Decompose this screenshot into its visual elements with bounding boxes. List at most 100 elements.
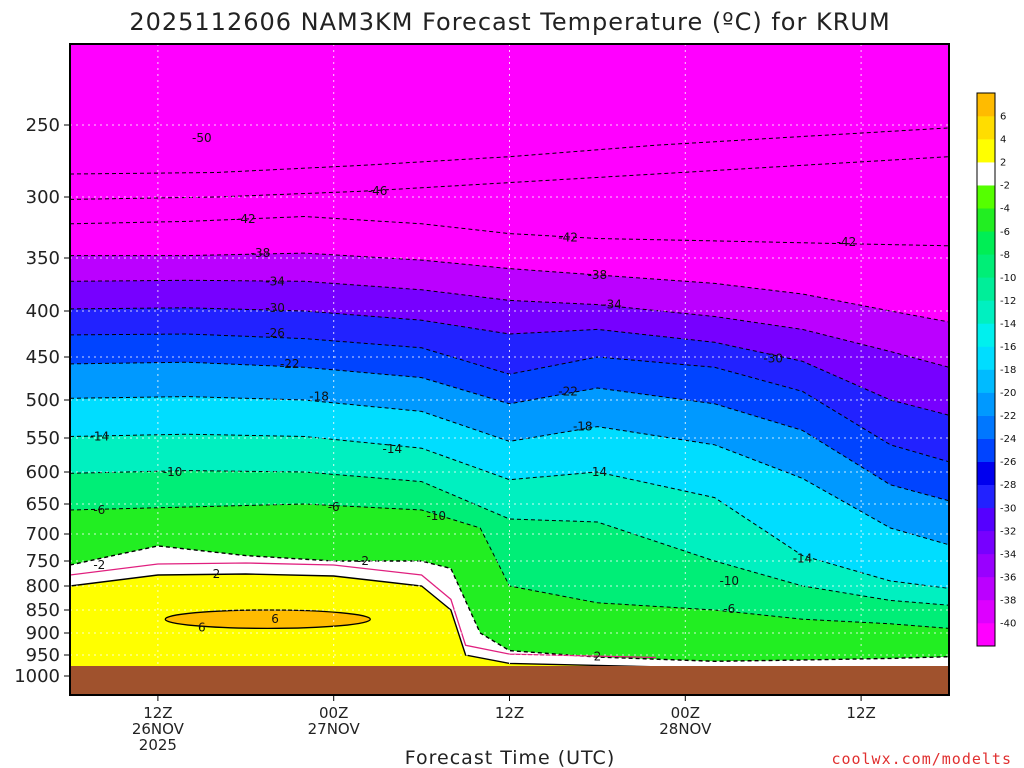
isotherm-line <box>70 279 949 368</box>
isotherm-line <box>70 545 949 663</box>
contour-label: 2 <box>213 567 221 581</box>
colorbar-swatch <box>977 576 995 601</box>
isotherm-line <box>70 396 949 546</box>
colorbar-label: -26 <box>1000 457 1016 468</box>
contour-label: 6 <box>198 620 206 634</box>
contour-label: -6 <box>328 500 340 514</box>
isotherm-line <box>70 433 949 589</box>
contour-label: -14 <box>382 442 402 456</box>
colorbar-swatch <box>977 507 995 532</box>
colorbar-label: -10 <box>1000 273 1016 284</box>
x-axis-label: Forecast Time (UTC) <box>405 747 615 768</box>
isotherm-line <box>70 333 949 463</box>
isotherm-line <box>70 307 949 416</box>
isotherm-line <box>70 470 949 606</box>
x-tick-label: 28NOV <box>659 720 712 738</box>
colorbar-swatch <box>977 208 995 232</box>
contour-label: -34 <box>602 298 622 312</box>
contour-label: -42 <box>558 230 578 244</box>
colorbar-swatch <box>977 185 995 209</box>
contour-label: -50 <box>192 131 212 145</box>
x-tick-label: 00Z <box>319 704 348 722</box>
plot-area: -50-46-42-42 -42-38-38-34-34-30-30-26-22-… <box>70 44 949 695</box>
contour-label: -22 <box>280 357 300 371</box>
isotherm-line <box>70 361 949 502</box>
colorbar-label: -8 <box>1000 250 1010 261</box>
colorbar-swatch <box>977 599 995 624</box>
colorbar-swatch <box>977 323 995 347</box>
temperature-band <box>70 574 949 695</box>
x-tick-label: 12Z <box>846 704 875 722</box>
contour-label: -18 <box>309 390 329 404</box>
contour-label: -22 <box>558 384 578 398</box>
y-tick-label: 850 <box>26 600 60 621</box>
contour-label: -6 <box>93 503 105 517</box>
colorbar-label: -2 <box>1000 181 1010 192</box>
colorbar-label: -28 <box>1000 480 1016 491</box>
y-tick-label: 600 <box>26 462 60 483</box>
colorbar-swatch <box>977 300 995 324</box>
contour-label: -2 <box>93 558 105 572</box>
colorbar-swatch <box>977 346 995 370</box>
contour-label: -10 <box>719 574 739 588</box>
colorbar-label: -34 <box>1000 549 1016 560</box>
colorbar-label: -32 <box>1000 526 1016 537</box>
isotherm-line <box>70 252 949 323</box>
colorbar: -40-38-36-34-32-30-28-26-24-22-20-18-16-… <box>976 92 1016 647</box>
colorbar-swatch <box>977 369 995 393</box>
colorbar-label: -4 <box>1000 204 1010 215</box>
warm-core-region <box>164 609 371 630</box>
freezing-line <box>70 562 657 659</box>
colorbar-frame <box>976 92 996 647</box>
y-tick-label: 500 <box>26 390 60 411</box>
chart-title: 2025112606 NAM3KM Forecast Temperature (… <box>129 8 890 36</box>
colorbar-swatch <box>977 231 995 255</box>
isotherm-line <box>70 215 949 247</box>
contour-label: -30 <box>763 352 783 366</box>
colorbar-swatch <box>977 116 995 140</box>
colorbar-swatch <box>977 254 995 278</box>
y-tick-label: 550 <box>26 428 60 449</box>
contour-label: -14 <box>89 429 109 443</box>
colorbar-swatch <box>977 392 995 416</box>
gridlines <box>70 44 949 695</box>
colorbar-swatch <box>977 553 995 578</box>
y-tick-label: 400 <box>26 301 60 322</box>
colorbar-label: -22 <box>1000 411 1016 422</box>
contour-label: -14 <box>588 465 608 479</box>
y-tick-label: 1000 <box>14 666 60 687</box>
colorbar-label: -6 <box>1000 227 1010 238</box>
x-tick-label: 27NOV <box>308 720 361 738</box>
y-tick-label: 750 <box>26 551 60 572</box>
contour-label: -38 <box>251 246 271 260</box>
y-tick-label: 900 <box>26 623 60 644</box>
colorbar-swatch <box>977 484 995 509</box>
colorbar-swatch <box>977 461 995 486</box>
y-tick-label: 450 <box>26 347 60 368</box>
colorbar-label: -18 <box>1000 365 1016 376</box>
colorbar-swatch <box>977 277 995 301</box>
contour-label: -10 <box>163 465 183 479</box>
contour-label: 6 <box>271 612 279 626</box>
contour-label: -2 <box>357 554 369 568</box>
contour-labels: -50-46-42-42 -42-38-38-34-34-30-30-26-22-… <box>89 131 856 664</box>
contour-label: 2 <box>594 650 602 664</box>
y-tick-label: 650 <box>26 494 60 515</box>
credit-link[interactable]: coolwx.com/modelts <box>831 750 1012 768</box>
contour-label: -38 <box>588 268 608 282</box>
y-tick-label: 250 <box>26 115 60 136</box>
x-tick-label: 26NOV <box>132 720 185 738</box>
y-tick-label: 800 <box>26 576 60 597</box>
colorbar-swatch <box>977 162 995 186</box>
colorbar-label: -12 <box>1000 296 1016 307</box>
colorbar-label: 2 <box>1000 158 1006 169</box>
colorbar-label: -24 <box>1000 434 1016 445</box>
contour-label: -42 <box>837 235 857 249</box>
colorbar-label: -20 <box>1000 388 1016 399</box>
colorbar-swatch <box>977 139 995 163</box>
terrain-ground <box>70 666 949 695</box>
colorbar-swatch <box>977 93 995 117</box>
contour-label: -10 <box>426 509 446 523</box>
